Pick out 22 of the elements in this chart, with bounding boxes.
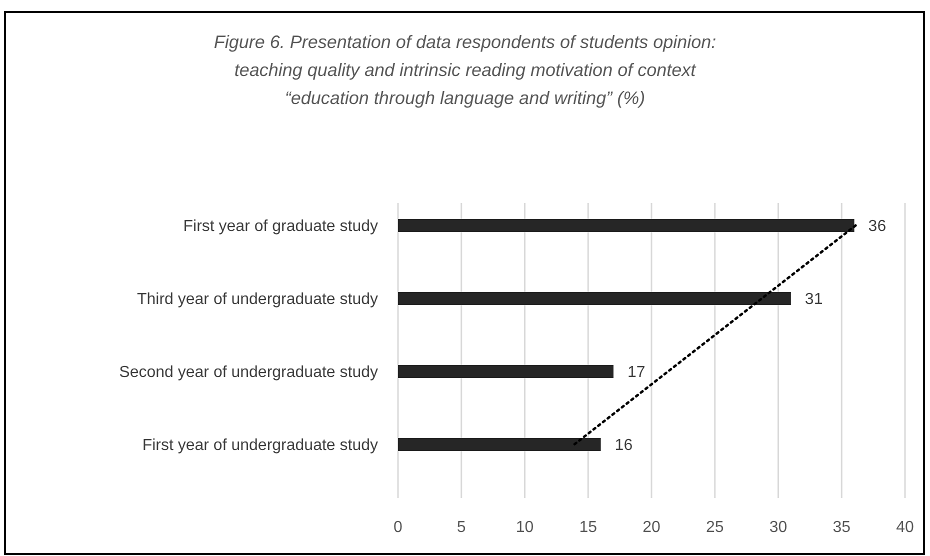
x-tick-label: 10 (516, 519, 534, 536)
data-label: 16 (614, 437, 633, 454)
x-tick-label: 0 (394, 519, 403, 536)
bar (398, 219, 854, 232)
bar (398, 438, 601, 451)
x-tick-label: 15 (579, 519, 598, 536)
data-label: 31 (804, 291, 823, 308)
y-tick-label: Second year of undergraduate study (119, 364, 378, 382)
bar (398, 292, 791, 305)
x-tick-label: 40 (896, 519, 914, 536)
x-tick-label: 30 (769, 519, 788, 536)
x-tick-label: 5 (456, 519, 466, 536)
y-tick-label: First year of graduate study (183, 218, 378, 236)
data-label: 17 (627, 364, 646, 382)
x-tick-label: 20 (642, 519, 660, 536)
bar (398, 365, 614, 378)
y-tick-label: Third year of undergraduate study (136, 291, 378, 308)
x-tick-label: 35 (832, 519, 851, 536)
x-tick-label: 25 (706, 519, 724, 536)
data-label: 36 (868, 218, 886, 236)
y-tick-label: First year of undergraduate study (142, 437, 378, 454)
chart-title: Figure 6. Presentation of data respondents of students opinion: teaching quality and intrinsic reading motivation of context “education through language and writing” (%) (214, 32, 716, 108)
